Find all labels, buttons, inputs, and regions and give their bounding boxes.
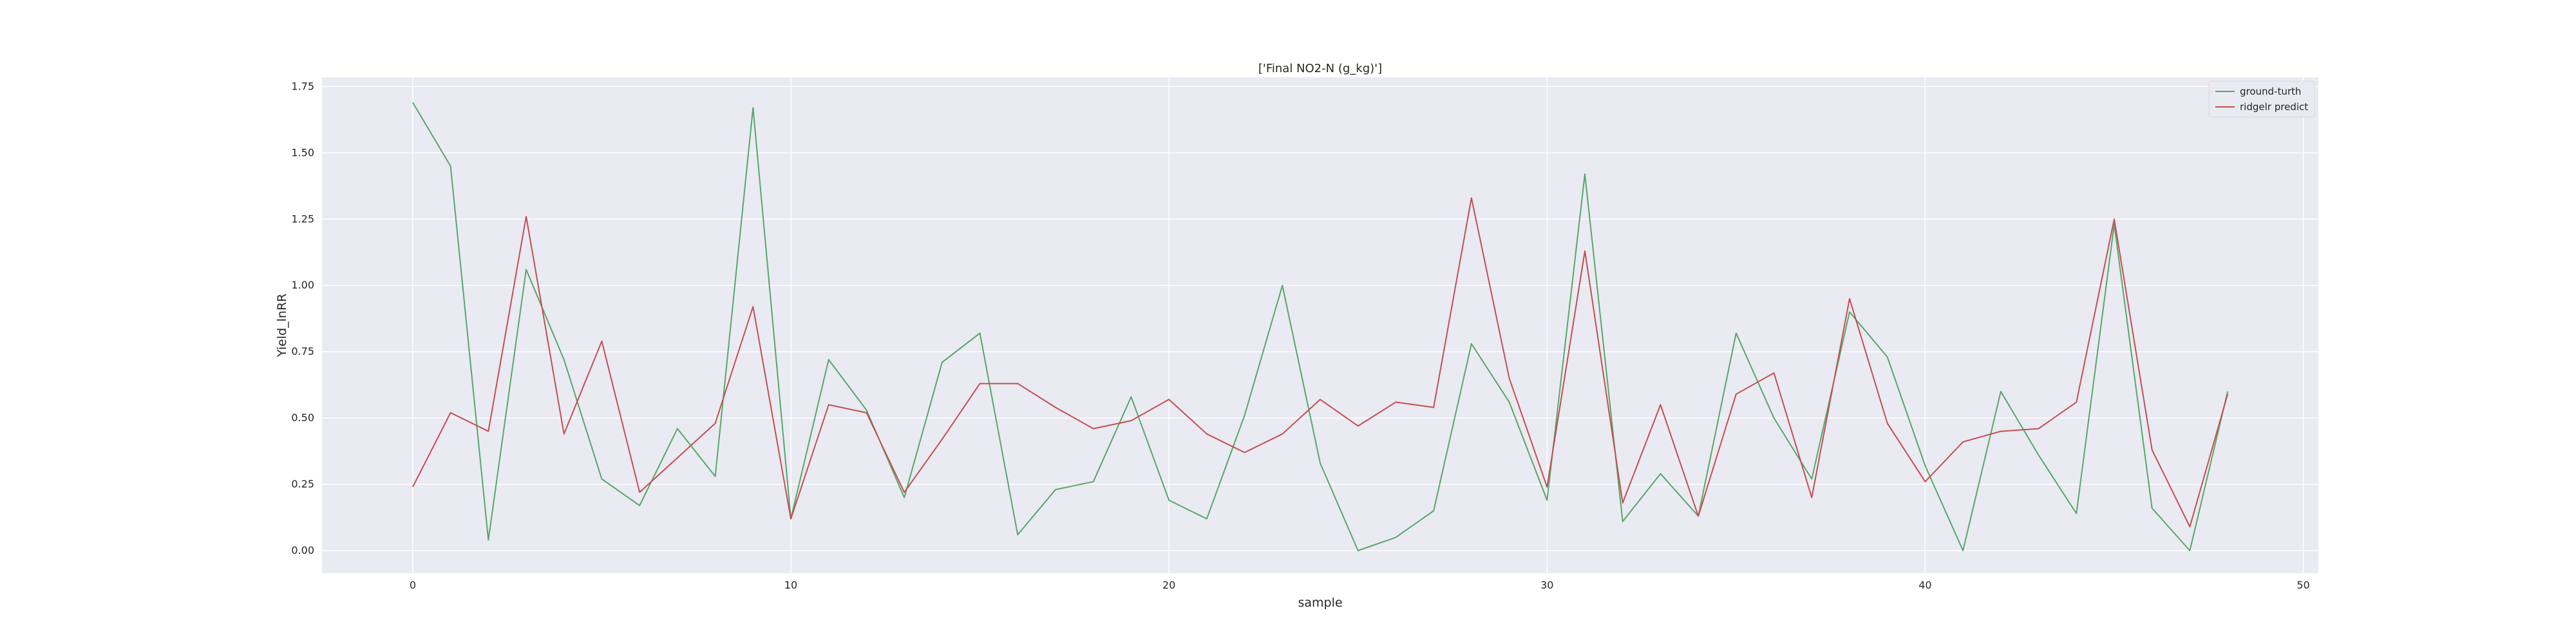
- x-tick-label: 0: [410, 579, 416, 591]
- legend-label-ridgelr-predict: ridgelr predict: [2240, 101, 2308, 113]
- y-tick-labels: 0.00 0.25 0.50 0.75 1.00 1.25 1.50 1.75: [291, 80, 314, 556]
- y-tick-label: 1.50: [291, 146, 314, 158]
- y-tick-label: 1.75: [291, 80, 314, 92]
- x-tick-label: 10: [784, 579, 797, 591]
- plot-background: [322, 77, 2318, 573]
- legend-box: [2208, 80, 2315, 118]
- x-tick-labels: 0 10 20 30 40 50: [410, 579, 2310, 591]
- legend-label-ground-turth: ground-turth: [2240, 86, 2301, 97]
- y-tick-label: 0.00: [291, 544, 314, 556]
- x-axis-label: sample: [1298, 596, 1342, 610]
- x-tick-label: 20: [1162, 579, 1175, 591]
- x-tick-label: 40: [1918, 579, 1931, 591]
- y-tick-label: 0.75: [291, 345, 314, 357]
- x-tick-label: 30: [1540, 579, 1553, 591]
- y-tick-label: 1.00: [291, 279, 314, 291]
- legend: ground-turth ridgelr predict: [2208, 80, 2315, 118]
- y-axis-label: Yield_lnRR: [275, 294, 289, 357]
- x-tick-label: 50: [2297, 579, 2309, 591]
- series-line-ridgelr-predict: [412, 197, 2229, 527]
- grid: [322, 77, 2318, 573]
- series-line-ground-turth: [412, 102, 2229, 551]
- y-tick-label: 1.25: [291, 213, 314, 225]
- series-layer: [412, 102, 2229, 551]
- y-tick-label: 0.50: [291, 412, 314, 424]
- y-tick-label: 0.25: [291, 478, 314, 490]
- chart-title: ['Final NO2-N (g_kg)']: [1258, 62, 1382, 75]
